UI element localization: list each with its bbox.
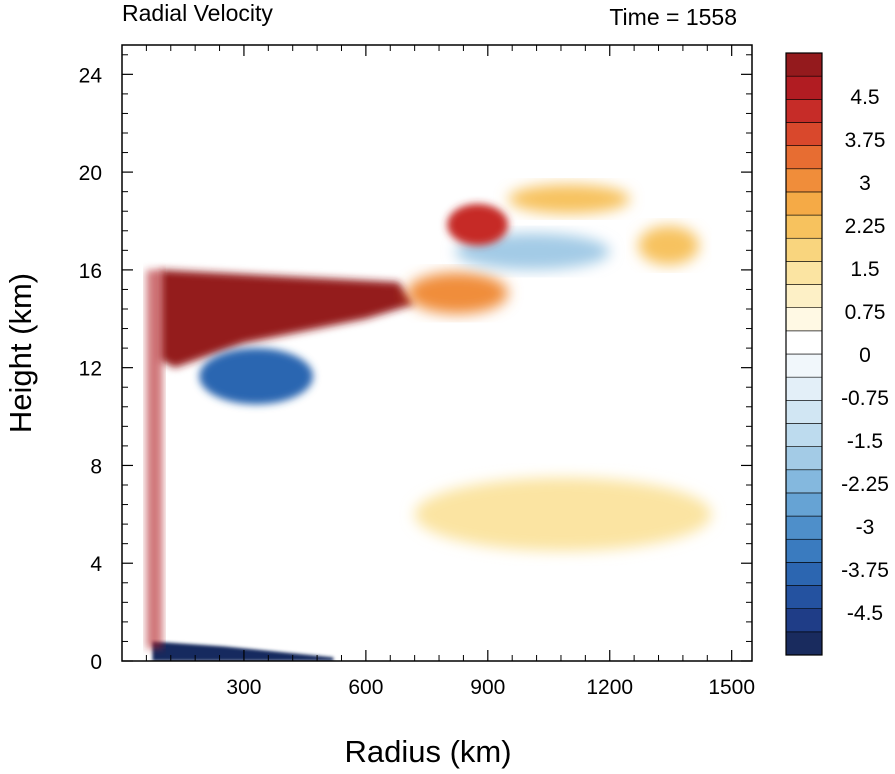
- colorbar-swatch: [785, 330, 823, 355]
- colorbar-label: 4.5: [850, 86, 879, 109]
- y-axis-label: Height (km): [3, 273, 38, 433]
- colorbar-swatch: [785, 284, 823, 308]
- field-upper-inflow-band: [455, 233, 610, 270]
- colorbar-swatch: [785, 515, 823, 540]
- colorbar-swatch: [785, 538, 823, 563]
- field-outflow-tail: [406, 272, 509, 314]
- colorbar-swatch: [785, 145, 823, 170]
- colorbar-label: -1.5: [847, 430, 883, 453]
- field-mid-level-outflow: [414, 477, 712, 551]
- y-tick-label: 16: [79, 260, 102, 283]
- x-tick-label: 1500: [708, 676, 755, 699]
- colorbar-swatch: [785, 261, 823, 285]
- field-upper-outflow-patch: [447, 203, 509, 246]
- colorbar-label: 0.75: [845, 301, 886, 324]
- colorbar-labels: 4.5 3.75 3 2.25 1.5 0.75 0 -0.75 -1.5 -2.25 -3 -3.7…: [841, 86, 889, 625]
- colorbar-swatch: [785, 52, 823, 77]
- field-upper-level-outflow: [160, 269, 415, 368]
- colorbar-label: -3.75: [841, 559, 889, 582]
- plot-background: [122, 45, 752, 661]
- plot-frame: [121, 44, 753, 662]
- colorbar-swatch: [785, 423, 823, 447]
- axis-ticks: [122, 45, 752, 662]
- colorbar-swatch: [785, 608, 823, 633]
- colorbar-swatch: [785, 168, 823, 193]
- colorbar-swatch: [785, 307, 823, 332]
- colorbar-label: 1.5: [850, 258, 879, 281]
- colorbar-label: 3.75: [845, 129, 886, 152]
- colorbar-swatch: [785, 446, 823, 471]
- colorbar-label: 0: [859, 344, 871, 367]
- y-tick-label: 12: [79, 358, 102, 381]
- colorbar-swatch: [785, 191, 823, 216]
- colorbar-label: -3: [856, 516, 875, 539]
- field-inflow-below-outflow: [199, 348, 314, 405]
- x-tick-label: 600: [348, 676, 383, 699]
- colorbar-swatch: [785, 237, 823, 262]
- y-tick-label: 4: [90, 553, 102, 576]
- colorbar-swatch: [785, 214, 823, 239]
- colorbar-swatch: [785, 585, 823, 609]
- y-tick-label: 0: [90, 651, 102, 674]
- colorbar-label: -2.25: [841, 473, 889, 496]
- x-tick-label: 900: [470, 676, 505, 699]
- colorbar-swatch: [785, 122, 823, 146]
- y-tick-label: 20: [79, 162, 102, 185]
- chart-title-right: Time = 1558: [609, 4, 737, 30]
- x-tick-label: 300: [226, 676, 261, 699]
- colorbar-frame: [785, 52, 823, 656]
- colorbar-label: 3: [859, 172, 871, 195]
- velocity-field: [146, 184, 712, 661]
- colorbar-swatch: [785, 353, 823, 378]
- x-axis-label: Radius (km): [344, 734, 511, 769]
- colorbar-swatch: [785, 99, 823, 123]
- colorbar-swatch: [785, 631, 823, 656]
- colorbar-swatch: [785, 492, 823, 517]
- colorbar-swatch: [785, 400, 823, 424]
- colorbar-swatch: [785, 75, 823, 100]
- colorbar: [785, 52, 823, 656]
- axis-tick-labels: 300 600 900 1200 1500 0 4 8 12 16 20 24: [79, 64, 755, 699]
- x-tick-label: 1200: [586, 676, 633, 699]
- y-tick-label: 24: [79, 64, 103, 87]
- colorbar-swatch: [785, 562, 823, 586]
- field-boundary-layer-inflow: [152, 641, 334, 661]
- colorbar-swatch: [785, 469, 823, 494]
- colorbar-label: -4.5: [847, 602, 883, 625]
- y-tick-label: 8: [90, 455, 102, 478]
- field-upper-outflow-band: [508, 184, 631, 214]
- field-eyewall-updraft-strip: [146, 269, 163, 649]
- colorbar-label: -0.75: [841, 387, 889, 410]
- colorbar-label: 2.25: [845, 215, 886, 238]
- colorbar-swatch: [785, 376, 823, 401]
- chart-title-left: Radial Velocity: [122, 0, 273, 26]
- field-outer-outflow-patch: [638, 225, 700, 265]
